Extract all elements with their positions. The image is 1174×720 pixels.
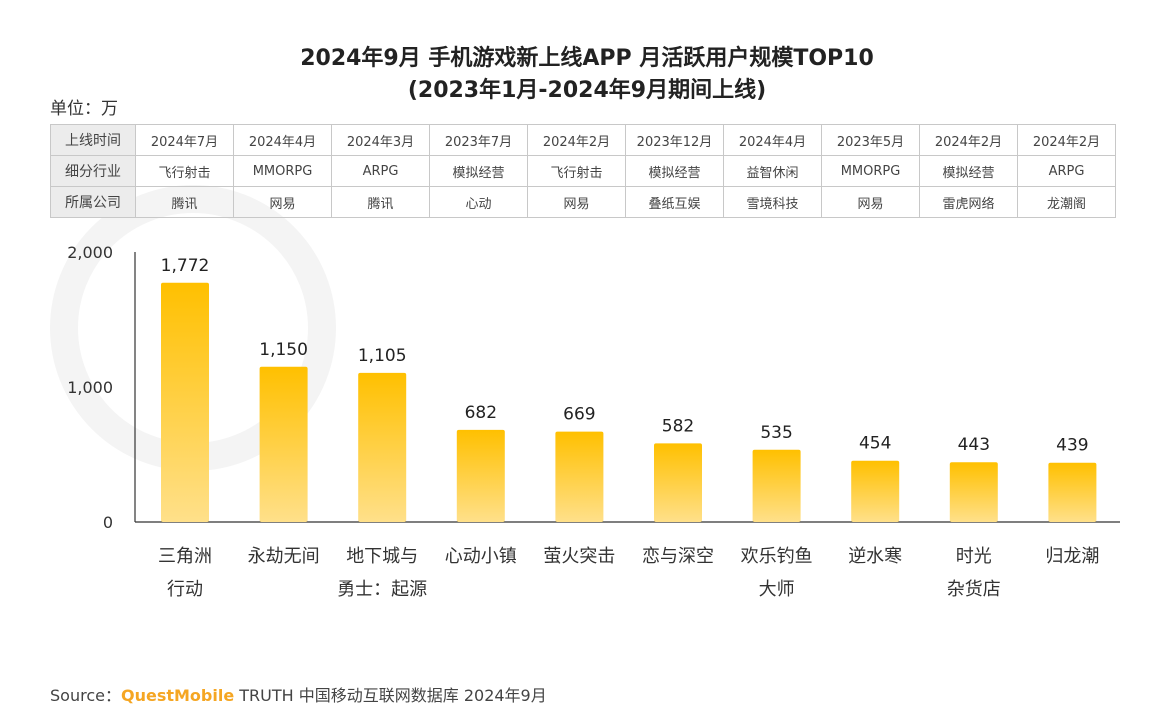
- x-category-label: 勇士：起源: [337, 579, 427, 600]
- table-cell: 2024年7月: [135, 124, 234, 156]
- x-category-label: 杂货店: [947, 579, 1001, 600]
- bar: [1048, 462, 1097, 522]
- table-cell: 2024年2月: [527, 124, 626, 156]
- bar-value-label: 443: [958, 435, 990, 455]
- x-category-label: 逆水寒: [848, 546, 902, 567]
- table-cell: 网易: [527, 186, 626, 218]
- table-cell: 飞行射击: [135, 155, 234, 187]
- table-cell: 雷虎网络: [919, 186, 1018, 218]
- bar-value-label: 535: [760, 423, 792, 443]
- info-table: 上线时间 2024年7月 2024年4月 2024年3月 2023年7月 2024年2月 2…: [50, 124, 1116, 218]
- row-header: 细分行业: [50, 155, 136, 187]
- bar-value-label: 682: [465, 403, 497, 423]
- source-note: Source：QuestMobile TRUTH 中国移动互联网数据库 2024…: [50, 682, 547, 706]
- x-category-label: 心动小镇: [445, 546, 517, 567]
- x-category-label: 三角洲: [158, 546, 212, 567]
- bar-value-label: 669: [563, 405, 595, 425]
- bar-value-label: 582: [662, 416, 694, 436]
- table-cell: ARPG: [331, 155, 430, 187]
- bar: [851, 460, 900, 522]
- y-tick-label: 2,000: [67, 243, 113, 262]
- x-category-label: 欢乐钓鱼: [741, 546, 813, 567]
- table-cell: 模拟经营: [429, 155, 528, 187]
- x-category-label: 大师: [759, 579, 795, 600]
- bar: [949, 462, 998, 522]
- x-category-label: 地下城与: [346, 546, 418, 567]
- bar: [654, 443, 702, 522]
- table-cell: 心动: [429, 186, 528, 218]
- x-category-label: 归龙潮: [1045, 546, 1099, 567]
- table-cell: 网易: [233, 186, 332, 218]
- table-cell: 2023年5月: [821, 124, 920, 156]
- table-row: 上线时间 2024年7月 2024年4月 2024年3月 2023年7月 2024年2月 2…: [50, 124, 1116, 156]
- table-cell: 雪境科技: [723, 186, 822, 218]
- table-cell: 2024年4月: [233, 124, 332, 156]
- source-text: TRUTH 中国移动互联网数据库 2024年9月: [234, 686, 547, 705]
- x-category-label: 永劫无间: [248, 546, 320, 567]
- table-cell: 模拟经营: [625, 155, 724, 187]
- x-category-label: 时光: [956, 546, 992, 567]
- y-tick-label: 0: [103, 513, 113, 532]
- table-cell: 腾讯: [135, 186, 234, 218]
- bar: [456, 429, 505, 522]
- table-cell: 龙潮阁: [1017, 186, 1116, 218]
- bar: [752, 449, 801, 522]
- y-tick-label: 1,000: [67, 378, 113, 397]
- table-cell: 网易: [821, 186, 920, 218]
- bar: [555, 431, 604, 522]
- bar: [161, 282, 209, 522]
- table-row: 所属公司 腾讯 网易 腾讯 心动 网易 叠纸互娱 雪境科技 网易 雷虎网络 龙潮阁: [50, 186, 1116, 218]
- unit-label: 单位：万: [50, 99, 118, 119]
- table-cell: 叠纸互娱: [625, 186, 724, 218]
- table-cell: 2024年3月: [331, 124, 430, 156]
- x-category-label: 行动: [167, 579, 203, 600]
- table-cell: 2024年4月: [723, 124, 822, 156]
- bar-value-label: 439: [1056, 436, 1088, 456]
- row-header: 上线时间: [50, 124, 136, 156]
- table-cell: 腾讯: [331, 186, 430, 218]
- chart-title: 2024年9月 手机游戏新上线APP 月活跃用户规模TOP10: [300, 46, 874, 71]
- row-header: 所属公司: [50, 186, 136, 218]
- table-row: 细分行业 飞行射击 MMORPG ARPG 模拟经营 飞行射击 模拟经营 益智休闲 MMORPG…: [50, 155, 1116, 187]
- bar-value-label: 1,150: [259, 340, 308, 360]
- bar-value-label: 1,105: [358, 346, 407, 366]
- bar: [358, 372, 407, 522]
- bar-value-label: 1,772: [161, 256, 210, 276]
- x-category-label: 恋与深空: [642, 545, 714, 567]
- bar: [259, 366, 308, 522]
- x-category-label: 萤火突击: [543, 546, 615, 567]
- source-prefix: Source：: [50, 686, 121, 705]
- source-brand: QuestMobile: [120, 686, 235, 705]
- table-cell: 2024年2月: [919, 124, 1018, 156]
- bar-value-label: 454: [859, 434, 891, 454]
- chart-subtitle: (2023年1月-2024年9月期间上线): [407, 78, 767, 103]
- table-cell: 模拟经营: [919, 155, 1018, 187]
